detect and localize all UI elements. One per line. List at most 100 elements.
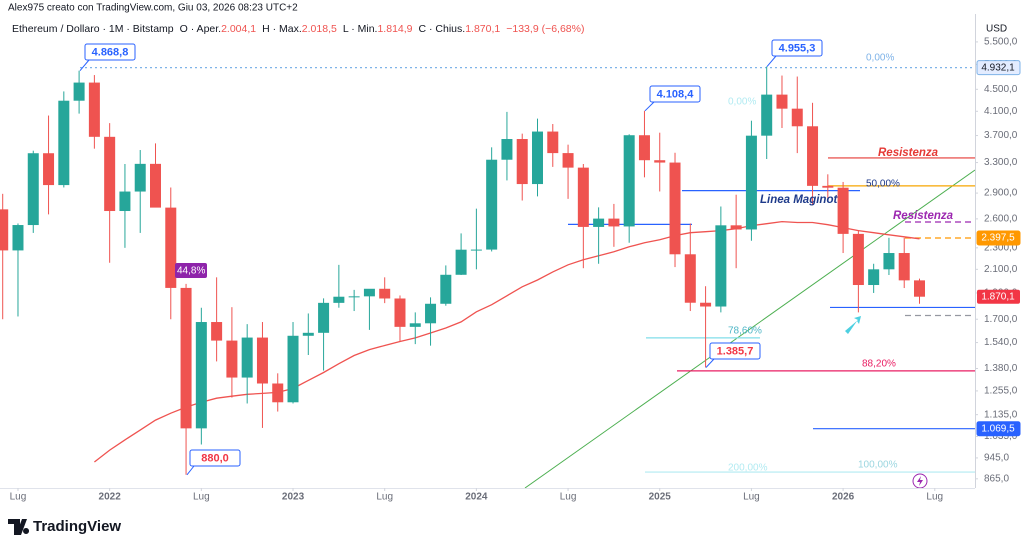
candle-body — [119, 191, 131, 212]
candle-body — [241, 337, 253, 378]
candle-body — [287, 335, 299, 403]
callout-box — [771, 39, 823, 57]
annotation: 100,00% — [858, 460, 898, 471]
callout-pointer — [186, 465, 195, 476]
ohlc-value: 1.814,9 — [377, 23, 412, 35]
x-tick-label: 2025 — [649, 492, 672, 503]
candle-body — [868, 269, 880, 286]
candle-body — [852, 233, 864, 286]
x-tick-label: Lug — [743, 492, 760, 503]
candle-body — [272, 383, 284, 403]
candle-body — [150, 163, 161, 208]
candle-body — [27, 153, 39, 226]
candle-body — [211, 322, 223, 341]
candle-body — [562, 153, 574, 168]
y-tick-label: 1.255,0 — [984, 386, 1018, 397]
callout-label: 4.955,3 — [779, 42, 816, 54]
moving-average — [94, 220, 920, 463]
ohlc-value: 1.870,1 — [465, 23, 500, 35]
candle-body — [379, 288, 391, 299]
candle-body — [394, 298, 406, 327]
last-price-tag — [977, 289, 1020, 304]
callout-box — [649, 85, 701, 103]
symbol: Ethereum / Dollaro · 1M · Bitstamp — [12, 23, 174, 35]
callout-label: 1.385,7 — [717, 345, 754, 357]
alert-icon — [917, 476, 923, 486]
candle-body — [12, 225, 24, 251]
y-tick-label: 1.035,0 — [984, 431, 1018, 442]
candle-body — [898, 253, 910, 281]
y-tick-label: 4.500,0 — [984, 84, 1018, 95]
x-tick-label: Lug — [10, 492, 27, 503]
candle-body — [501, 139, 513, 160]
ohlc-label: H · Max. — [262, 23, 302, 35]
price-tag — [976, 421, 1021, 437]
arrow — [845, 316, 861, 334]
ohlc-value: 2.018,5 — [302, 23, 337, 35]
candle-body — [180, 287, 192, 429]
y-tick-label: 2.300,0 — [984, 242, 1018, 253]
trendline — [524, 169, 975, 488]
x-tick-label: Lug — [193, 492, 210, 503]
logo — [8, 519, 30, 535]
candle-body — [134, 163, 146, 192]
candle-body — [73, 82, 85, 101]
callout-pointer — [644, 101, 655, 112]
candle-body — [409, 323, 421, 327]
candle-body — [455, 249, 467, 275]
candle-body — [195, 322, 207, 429]
annotation: 0,00% — [866, 53, 894, 64]
candle-body — [440, 274, 452, 304]
candle-body — [256, 337, 268, 384]
candle-body — [700, 302, 712, 307]
ohlc-value: 2.004,1 — [221, 23, 256, 35]
annotation: Resistenza — [878, 147, 939, 159]
y-tick-label: 3.700,0 — [984, 130, 1018, 141]
x-tick-label: 2026 — [832, 492, 855, 503]
candle-body — [318, 302, 330, 333]
candle-body — [486, 159, 498, 250]
candle-body — [837, 187, 849, 234]
candle-body — [822, 185, 834, 188]
last-price-label: 1.870,1 — [981, 291, 1015, 302]
candle-body — [914, 280, 925, 297]
candle-body — [761, 94, 773, 136]
candle-body — [302, 332, 314, 336]
ohlc-label: C · Chius. — [419, 23, 466, 35]
price-tag — [976, 60, 1021, 76]
y-tick-label: 1.380,0 — [984, 363, 1018, 374]
y-tick-label: 3.300,0 — [984, 157, 1018, 168]
candle-body — [730, 225, 742, 230]
price-tag-label: 4.932,1 — [981, 62, 1015, 73]
candle-body — [43, 153, 55, 186]
brand: TradingView — [33, 518, 121, 535]
annotation: 200,00% — [728, 463, 768, 474]
y-tick-label: 1.700,0 — [984, 314, 1018, 325]
candle-body — [470, 249, 482, 251]
callout-pointer — [705, 358, 715, 368]
annotation: 50,00% — [866, 179, 900, 190]
candle-body — [776, 94, 788, 109]
candle-body — [0, 209, 9, 251]
candle-body — [623, 135, 635, 227]
candle-body — [348, 296, 360, 298]
candle-body — [684, 254, 696, 303]
price-tag-label: 1.069,5 — [981, 423, 1015, 434]
callout-pointer — [79, 59, 90, 72]
y-tick-label: 1.540,0 — [984, 337, 1018, 348]
candle-body — [654, 160, 666, 163]
callout-label: 880,0 — [201, 452, 229, 464]
ohlc-label: L · Min. — [343, 23, 378, 35]
alert-icon — [912, 473, 928, 488]
candle-body — [425, 303, 437, 324]
candle-body — [104, 136, 116, 212]
y-tick-label: 2.100,0 — [984, 264, 1018, 275]
y-tick-label: 865,0 — [984, 473, 1009, 484]
y-tick-label: 2.900,0 — [984, 188, 1018, 199]
candle-body — [547, 131, 559, 154]
price-tag-label: 2.397,5 — [981, 233, 1015, 244]
candle-body — [638, 135, 650, 161]
y-tick-label: 1.135,0 — [984, 409, 1018, 420]
text-box — [175, 263, 207, 278]
